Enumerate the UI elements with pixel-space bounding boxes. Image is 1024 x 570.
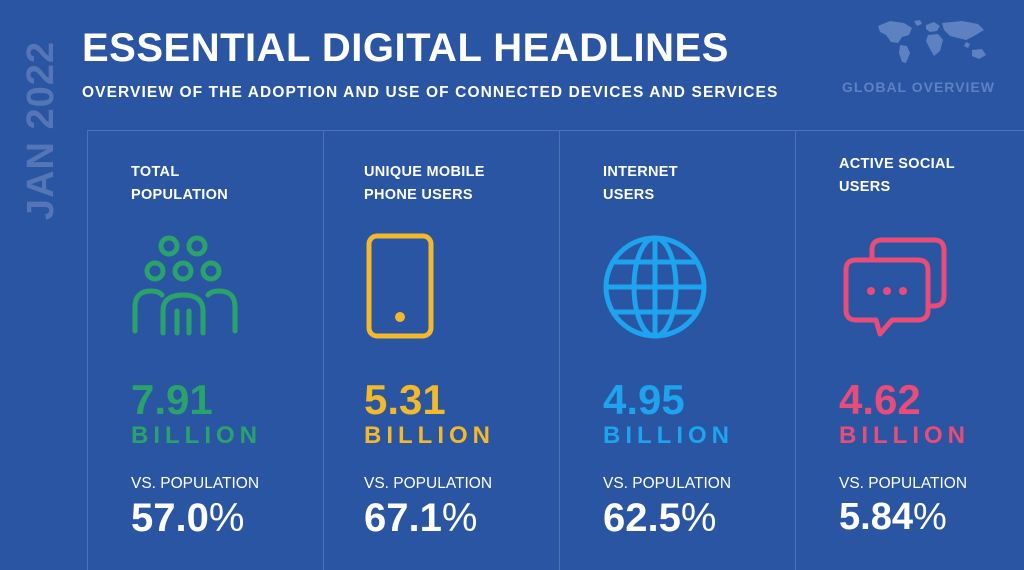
stat-vs-label: VS. POPULATION [131,475,260,492]
chat-bubbles-icon [843,237,947,337]
stat-panel-mobile: UNIQUE MOBILE PHONE USERS 5.31 BILLION V… [323,131,560,570]
stat-vs-value: 67.1% [364,498,477,538]
stat-label: TOTAL POPULATION [131,161,228,207]
stat-label-line2: POPULATION [131,187,228,203]
stat-value: 4.95 [603,376,685,423]
stat-label-line1: UNIQUE MOBILE [364,164,485,180]
stat-vs-label: VS. POPULATION [603,475,732,492]
stat-label-line2: PHONE USERS [364,187,473,203]
stat-vs-number: 62.5 [603,496,681,540]
stat-unit: BILLION [131,422,262,449]
stat-unit: BILLION [364,422,495,449]
stat-vs-number: 5.84 [839,496,913,538]
stat-unit: BILLION [603,422,734,449]
stat-vs-unit: % [680,496,717,540]
mobile-phone-icon [366,233,434,339]
stat-panel-population: TOTAL POPULATION 7.91 BILLION VS. POPULA… [87,131,324,570]
stat-label: ACTIVE SOCIAL USERS [839,153,955,199]
stat-vs-unit: % [912,496,947,538]
stat-unit: BILLION [839,422,970,449]
page-title: ESSENTIAL DIGITAL HEADLINES [82,26,729,70]
stat-vs-value: 62.5% [603,498,716,538]
stat-label-line2: USERS [603,187,655,203]
stat-value: 7.91 [131,376,213,423]
stat-label-line2: USERS [839,179,891,195]
stat-vs-value: 5.84% [839,498,947,536]
stat-panel-social: ACTIVE SOCIAL USERS 4.62 BILLION VS. POP… [795,131,1024,570]
stat-vs-label: VS. POPULATION [839,475,968,492]
stat-vs-number: 67.1 [364,496,442,540]
page-subtitle: OVERVIEW OF THE ADOPTION AND USE OF CONN… [82,84,779,101]
stat-label-line1: ACTIVE SOCIAL [839,156,955,172]
stat-value: 5.31 [364,376,446,423]
stat-vs-value: 57.0% [131,498,244,538]
stat-vs-label: VS. POPULATION [364,475,493,492]
stat-panel-internet: INTERNET USERS 4.95 BILLION VS. POPULATI… [559,131,796,570]
stat-vs-unit: % [441,496,478,540]
side-date-text: JAN 2022 [20,40,63,220]
stat-label: INTERNET USERS [603,161,678,207]
stat-label-line1: INTERNET [603,164,678,180]
global-overview-label: GLOBAL OVERVIEW [842,79,995,95]
stat-value: 4.62 [839,376,921,423]
stat-vs-number: 57.0 [131,496,209,540]
stats-panels: TOTAL POPULATION 7.91 BILLION VS. POPULA… [87,130,1024,570]
stat-label: UNIQUE MOBILE PHONE USERS [364,161,485,207]
globe-icon [603,235,707,339]
global-overview-badge: GLOBAL OVERVIEW [830,18,1020,100]
world-map-icon [878,20,986,63]
people-group-icon [132,235,238,336]
stat-vs-unit: % [208,496,245,540]
side-date: JAN 2022 [14,30,70,230]
stat-label-line1: TOTAL [131,164,180,180]
